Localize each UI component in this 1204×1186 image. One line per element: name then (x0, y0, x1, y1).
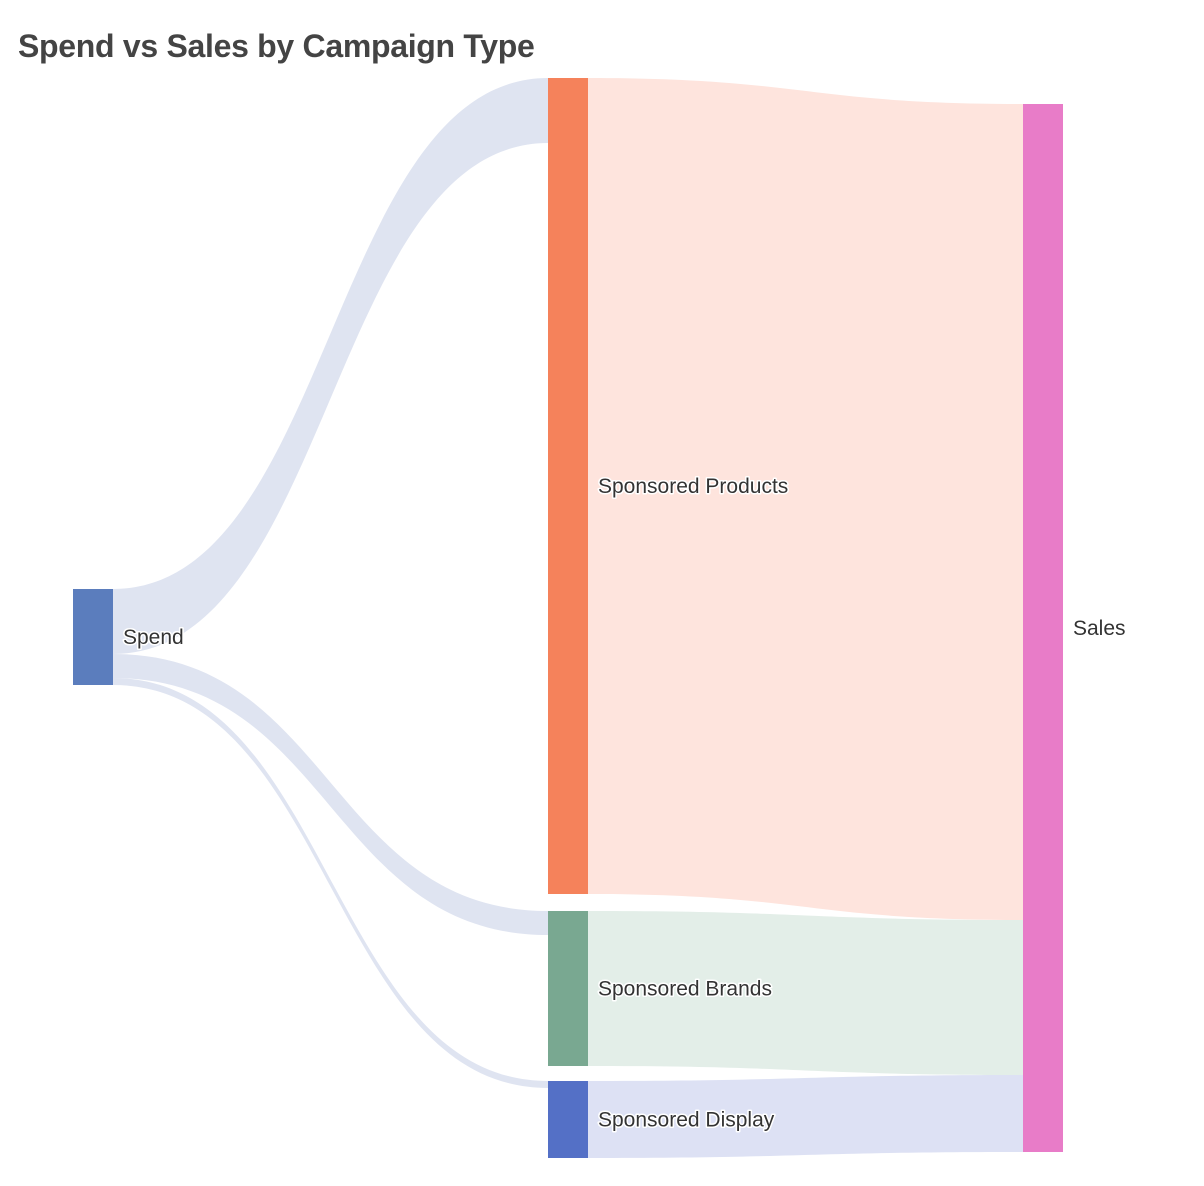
nodes-layer (73, 78, 1063, 1158)
node-label-sp: Sponsored Products (598, 475, 788, 498)
node-sales[interactable] (1023, 104, 1063, 1152)
node-spend[interactable] (73, 589, 113, 685)
node-sp[interactable] (548, 78, 588, 894)
node-label-sales: Sales (1073, 617, 1126, 640)
node-sd[interactable] (548, 1081, 588, 1158)
link-sd-to-sales[interactable] (588, 1075, 1023, 1158)
link-spend-to-sp[interactable] (113, 78, 548, 654)
node-sb[interactable] (548, 911, 588, 1066)
link-sb-to-sales[interactable] (588, 911, 1023, 1075)
links-layer (113, 78, 1023, 1158)
link-spend-to-sb[interactable] (113, 654, 548, 935)
node-label-spend: Spend (123, 626, 184, 649)
chart-title: Spend vs Sales by Campaign Type (18, 28, 535, 64)
link-sp-to-sales[interactable] (588, 78, 1023, 920)
node-label-sb: Sponsored Brands (598, 978, 772, 1001)
link-spend-to-sd[interactable] (113, 678, 548, 1088)
labels-layer: Spend Sponsored Products Sponsored Brands S… (122, 474, 1128, 1134)
node-label-sd: Sponsored Display (598, 1109, 775, 1132)
